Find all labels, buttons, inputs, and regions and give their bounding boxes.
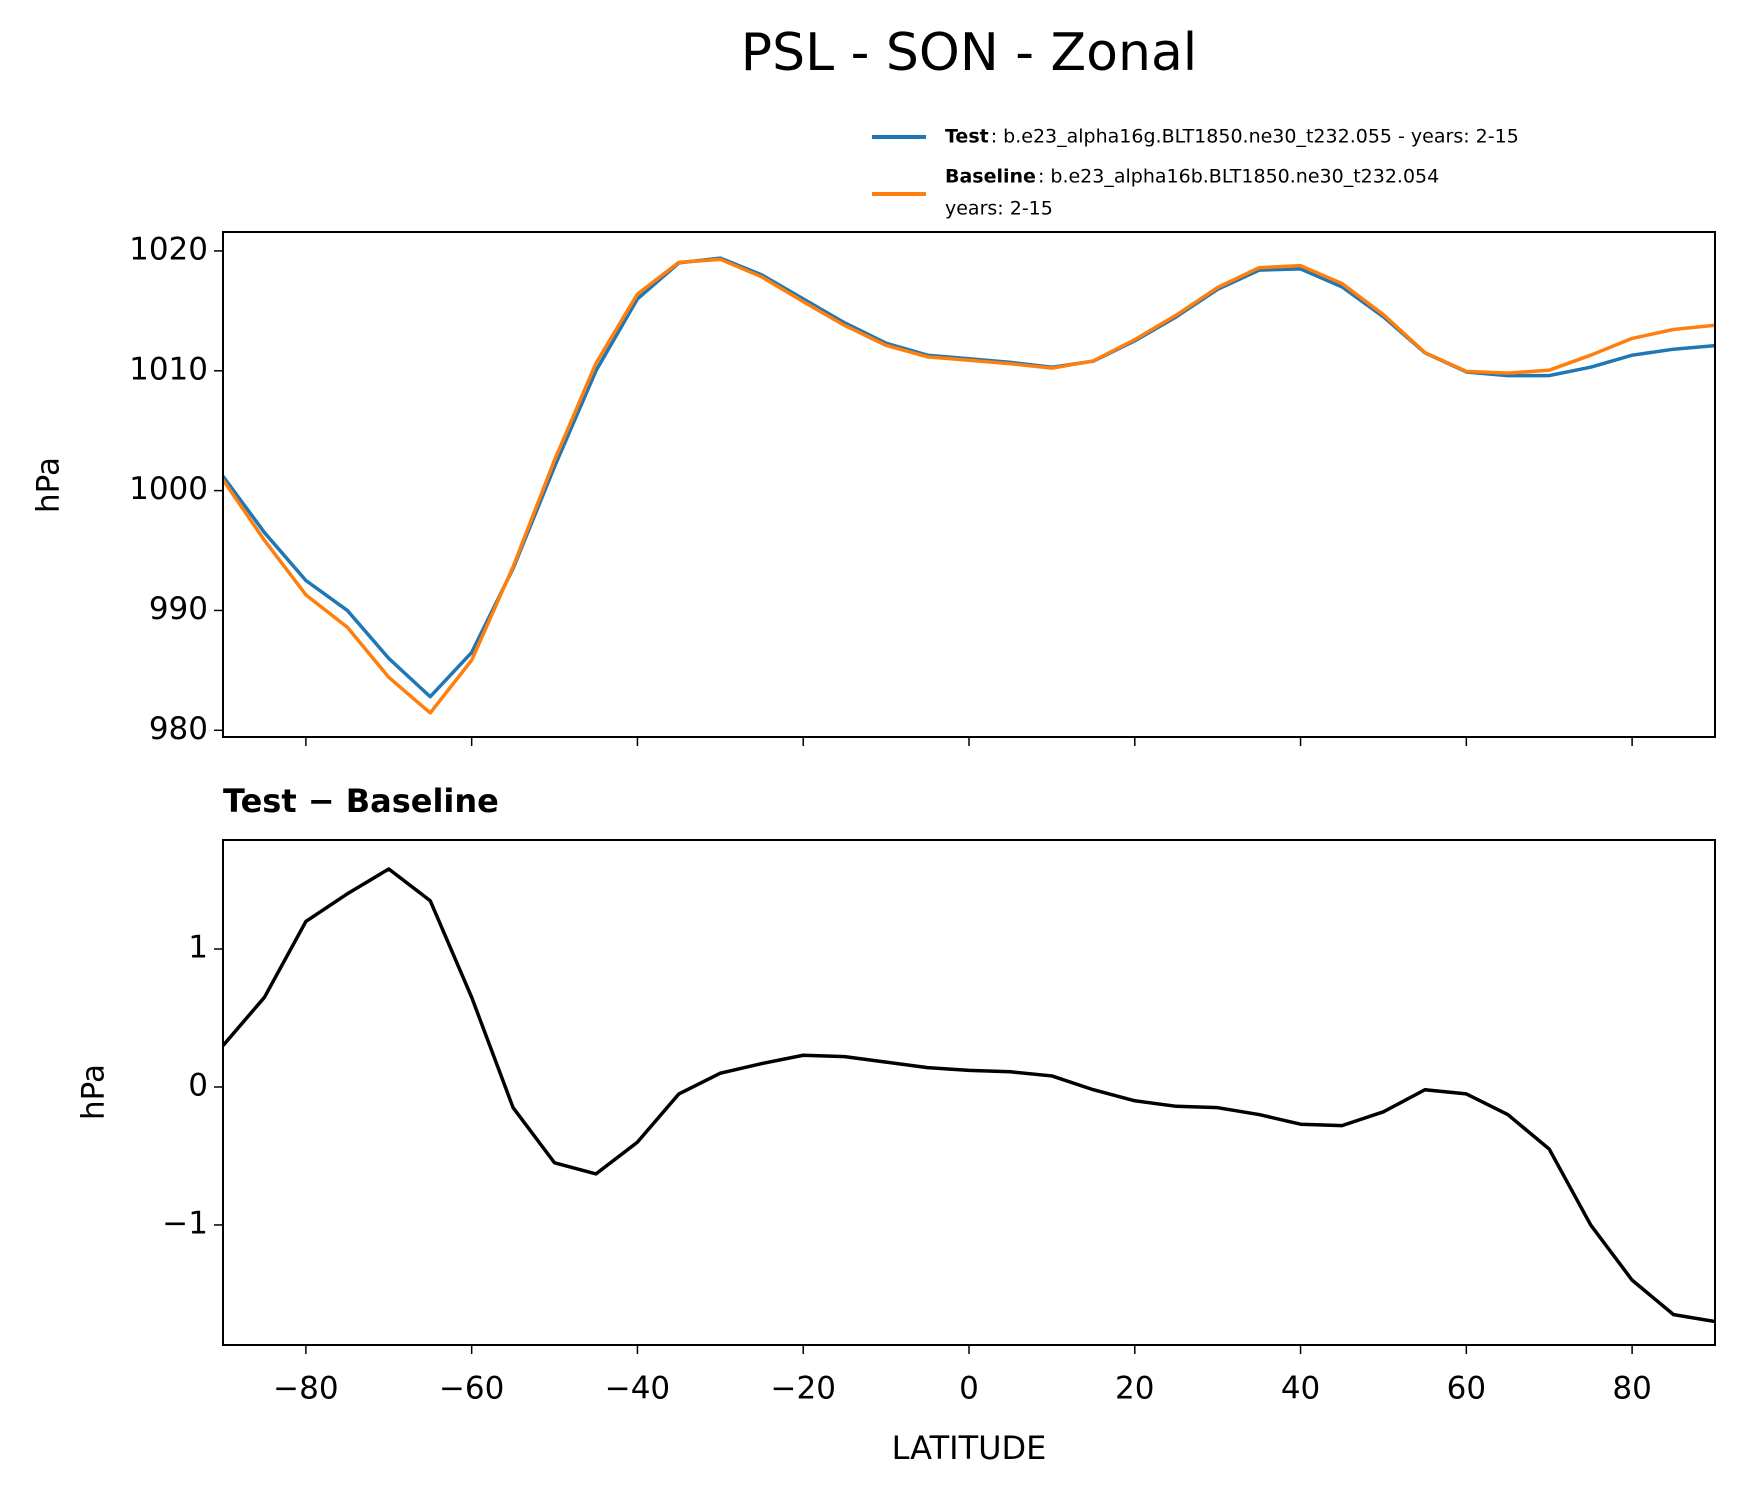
x-tick-label: −20 (771, 1371, 836, 1407)
plot-area (223, 867, 1715, 1324)
y-tick-label: 0 (188, 1067, 208, 1103)
axes-frame (222, 231, 1716, 738)
y-axis-label: hPa (76, 1064, 112, 1120)
x-tick-label: −40 (605, 1371, 670, 1407)
x-tick-label: 40 (1281, 1371, 1320, 1407)
y-tick-label: 1010 (129, 351, 208, 387)
x-tick-label: −80 (273, 1371, 338, 1407)
x-tick-label: −60 (439, 1371, 504, 1407)
x-tick-label: 80 (1612, 1371, 1651, 1407)
data-line (223, 867, 1715, 1324)
y-tick-label: 1 (188, 930, 208, 966)
legend-label: Test (945, 126, 989, 148)
y-tick-label: −1 (162, 1205, 208, 1241)
panel-title: Test − Baseline (223, 782, 499, 820)
data-line (223, 256, 1715, 699)
legend-label: Baseline (945, 166, 1036, 188)
data-line (223, 257, 1715, 715)
x-tick-label: 60 (1447, 1371, 1486, 1407)
y-tick-label: 990 (149, 591, 208, 627)
x-tick-label: 20 (1115, 1371, 1154, 1407)
plot-area (223, 256, 1715, 715)
y-tick-label: 1020 (129, 231, 208, 267)
y-axis-label: hPa (31, 457, 67, 513)
x-tick-label: 0 (959, 1371, 979, 1407)
figure-title: PSL - SON - Zonal (741, 23, 1198, 83)
axes-frame (222, 839, 1716, 1346)
x-axis-label: LATITUDE (892, 1429, 1047, 1467)
legend-description: years: 2-15 (945, 198, 1053, 220)
y-tick-label: 1000 (129, 471, 208, 507)
y-tick-label: 980 (149, 711, 208, 747)
legend-description: : b.e23_alpha16g.BLT1850.ne30_t232.055 -… (991, 126, 1519, 148)
legend-description: : b.e23_alpha16b.BLT1850.ne30_t232.054 (1038, 166, 1439, 188)
